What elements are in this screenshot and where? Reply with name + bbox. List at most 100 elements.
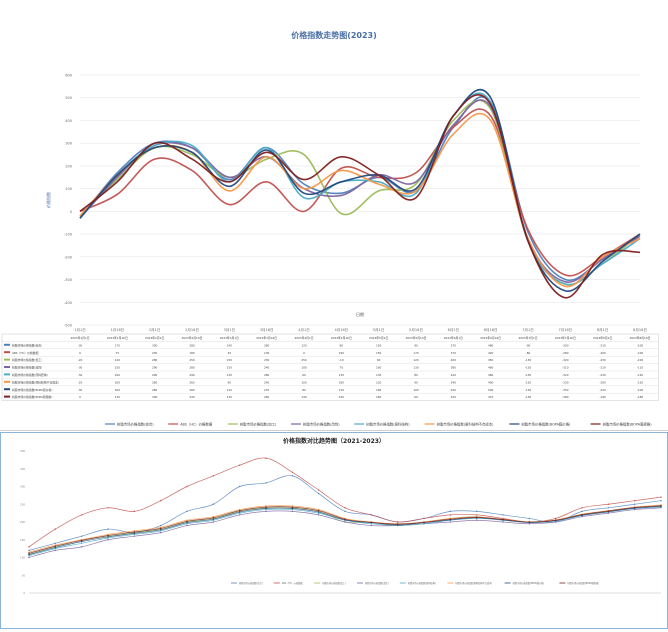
series-line	[79, 112, 641, 288]
series-point	[423, 521, 425, 524]
series-point	[344, 507, 346, 509]
table-series-name: 树脂市场价格指数(原料结构不合成本)	[12, 380, 59, 384]
series-point	[107, 533, 109, 536]
table-cell: 190	[339, 351, 345, 355]
table-cell: -320	[562, 358, 569, 362]
table-cell: -120	[525, 380, 532, 384]
series-point	[186, 519, 188, 521]
table-header-cell: 2023年5月1日	[369, 336, 388, 340]
series-point	[238, 464, 241, 466]
x-tick-label: 7月1日	[522, 327, 533, 332]
table-cell: 0	[79, 351, 81, 355]
table-cell: 150	[115, 366, 121, 370]
series-point	[581, 515, 583, 518]
table-legend-swatch	[4, 343, 10, 346]
table-cell: 130	[376, 373, 382, 377]
x-tick-label: 7月16日	[558, 327, 572, 332]
series-point	[607, 510, 610, 512]
series-point	[370, 521, 373, 524]
series-point	[186, 510, 188, 513]
series-point	[212, 519, 215, 521]
series-point	[423, 523, 425, 525]
table-cell: 280	[189, 343, 195, 347]
y-tick-label: 400	[20, 449, 25, 453]
table-cell: 180	[339, 380, 345, 384]
table-cell: 160	[115, 373, 121, 377]
series-point	[80, 539, 83, 542]
y-tick-label: 0	[23, 591, 25, 595]
series-point	[159, 524, 162, 527]
table-cell: -90	[526, 343, 531, 347]
table-series-name: ABS（HC）价格数据	[12, 351, 39, 355]
legend-label: 树脂市场价格指数(加工)	[240, 421, 277, 426]
x-tick-label: 3月16日	[260, 327, 274, 332]
series-point	[317, 512, 320, 514]
y-tick-label: -100	[64, 233, 72, 237]
series-point	[80, 542, 83, 544]
table-cell: 280	[264, 343, 270, 347]
series-point	[449, 518, 452, 520]
table-cell: 480	[488, 343, 494, 347]
table-cell: -230	[599, 358, 606, 362]
table-cell: 130	[339, 388, 345, 392]
series-point	[449, 514, 452, 516]
table-cell: 110	[227, 388, 233, 392]
table-series-name: 树脂市场价格指数(原料结构)	[12, 373, 48, 377]
table-cell: -180	[637, 395, 644, 399]
table-cell: -30	[78, 343, 83, 347]
table-cell: 120	[301, 343, 307, 347]
series-point	[238, 512, 241, 514]
table-cell: 240	[264, 380, 270, 384]
legend-label: 树脂市场价格指数(综合)	[239, 581, 263, 585]
legend-label: 树脂市场价格指数(BOPA膜价格)	[521, 421, 571, 426]
table-cell: 260	[264, 395, 270, 399]
series-point	[238, 514, 241, 516]
table-cell: 100	[301, 380, 307, 384]
y-tick-label: 200	[20, 520, 25, 524]
series-point	[159, 531, 162, 534]
series-point	[265, 507, 267, 510]
table-cell: -350	[562, 388, 569, 392]
series-point	[186, 523, 188, 525]
table-header-cell: 2023年3月16日	[256, 336, 277, 340]
table-cell: 130	[264, 351, 270, 355]
series-point	[238, 508, 241, 511]
table-cell: -130	[525, 358, 532, 362]
table-cell: 120	[376, 380, 382, 384]
series-point	[265, 457, 267, 459]
table-cell: 160	[376, 395, 382, 399]
table-cell: 260	[189, 380, 195, 384]
table-cell: 300	[152, 395, 158, 399]
series-point	[581, 510, 583, 513]
table-series-name: 树脂市场价格指数(BOPA膜规格)	[12, 395, 52, 399]
series-point	[291, 475, 294, 477]
table-legend-swatch	[4, 358, 10, 361]
table-cell: 90	[414, 343, 418, 347]
table-cell: -210	[599, 366, 606, 370]
series-point	[186, 524, 188, 527]
table-cell: -280	[562, 351, 569, 355]
table-cell: 400	[451, 358, 457, 362]
series-point	[265, 508, 267, 511]
series-point	[212, 503, 215, 505]
table-cell: 230	[264, 358, 270, 362]
y-tick-label: -300	[64, 278, 72, 282]
table-cell: -130	[525, 388, 532, 392]
table-cell: 280	[152, 358, 158, 362]
table-cell: 290	[152, 373, 158, 377]
series-point	[554, 519, 557, 521]
table-legend-swatch	[4, 388, 10, 391]
table-cell: -100	[637, 343, 644, 347]
table-cell: 280	[152, 380, 158, 384]
x-tick-label: 3月1日	[224, 327, 235, 332]
table-cell: 300	[152, 343, 158, 347]
table-cell: -320	[562, 373, 569, 377]
series-point	[212, 517, 215, 519]
table-header-cell: 2023年7月1日	[518, 336, 537, 340]
table-cell: 170	[413, 351, 419, 355]
data-table	[1, 333, 659, 401]
table-cell: 80	[340, 343, 344, 347]
series-line	[79, 108, 641, 277]
series-point	[159, 530, 162, 532]
